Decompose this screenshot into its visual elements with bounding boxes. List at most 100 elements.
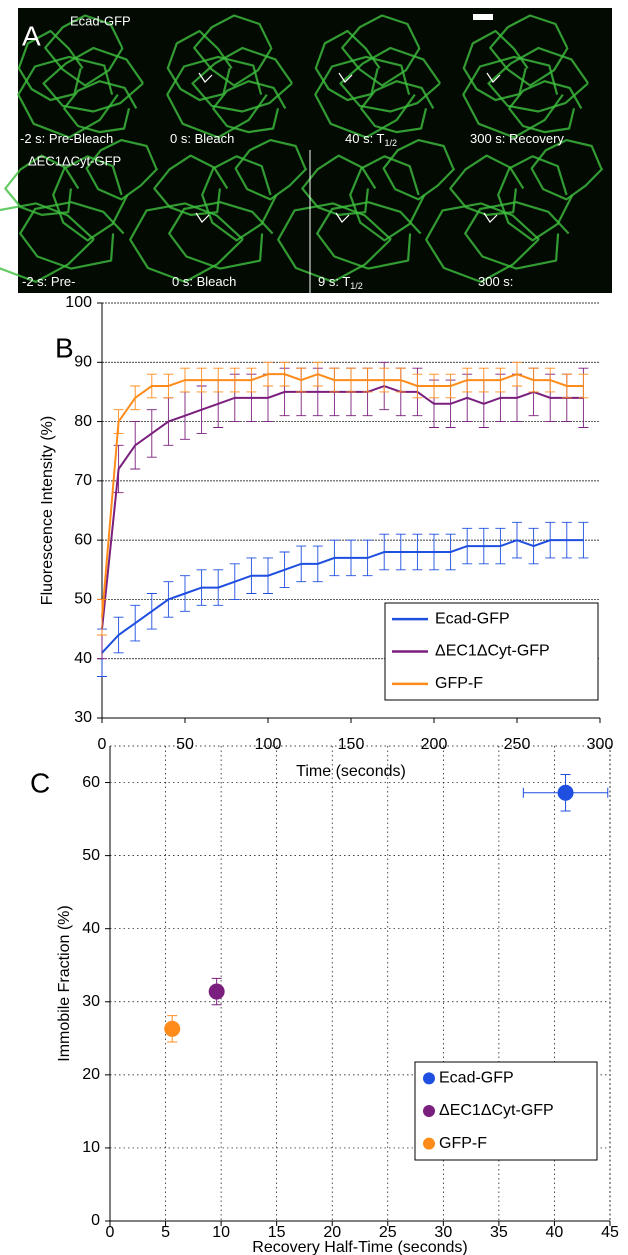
cell-membrane <box>63 80 138 134</box>
point <box>557 784 574 801</box>
series-line <box>101 539 584 654</box>
cell-membrane <box>489 14 569 87</box>
y-tick-label: 70 <box>74 472 92 489</box>
legend-swatch <box>423 1137 435 1150</box>
legend-label: Ecad-GFP <box>435 610 510 627</box>
x-tick-label: 100 <box>255 736 282 753</box>
y-tick-label: 50 <box>82 847 100 864</box>
plot-border <box>110 745 611 1221</box>
cell-membrane <box>44 14 124 87</box>
image-background <box>18 8 612 293</box>
legend-label: GFP-F <box>435 675 483 692</box>
micrograph <box>277 139 456 283</box>
cell-membrane <box>193 14 273 87</box>
legend-label: ΔEC1ΔCyt-GFP <box>435 643 550 660</box>
x-tick-label: 35 <box>490 1224 508 1241</box>
cell-membrane <box>314 55 416 139</box>
x-tick-label: 20 <box>323 1224 341 1241</box>
point <box>164 1020 181 1037</box>
x-tick-label: 10 <box>212 1224 230 1241</box>
panel-label: C <box>30 767 50 798</box>
arrowhead <box>483 212 498 223</box>
y-tick-label: 60 <box>74 531 92 548</box>
cell-membrane <box>530 139 604 201</box>
frame-time: 9 s: T <box>318 274 350 289</box>
y-tick-label: 80 <box>74 413 92 430</box>
arrowhead <box>486 72 501 83</box>
cell-membrane <box>19 201 125 270</box>
cell-membrane <box>212 80 287 134</box>
frame-label: 40 s: T1/2 <box>345 131 397 148</box>
x-tick-label: 50 <box>176 736 194 753</box>
y-tick-label: 30 <box>82 993 100 1010</box>
panel-c: 0 10 20 30 40 50 60 0 5 10 15 20 25 30 35 40 45 Recovery … <box>30 745 619 1255</box>
x-tick-label: 150 <box>338 736 365 753</box>
micrograph <box>0 139 159 283</box>
frame-time: 300 s: <box>478 274 513 289</box>
cell-membrane <box>508 80 583 134</box>
cell-membrane <box>168 201 274 270</box>
cell-membrane <box>166 55 268 139</box>
y-axis-title: Immobile Fraction (%) <box>56 905 73 1061</box>
cell-membrane <box>52 155 129 242</box>
cell-membrane <box>277 202 392 283</box>
cell-membrane <box>166 29 233 102</box>
cell-membrane <box>341 14 421 87</box>
x-axis-title: Recovery Half-Time (seconds) <box>252 1239 467 1255</box>
micrograph <box>17 14 145 139</box>
x-tick-label: 25 <box>379 1224 397 1241</box>
y-tick-label: 100 <box>65 294 92 311</box>
row-label: ΔEC1ΔCyt-GFP <box>28 153 121 168</box>
frame-time: -2 s: Pre-Bleach <box>20 131 113 146</box>
legend-box <box>414 1061 598 1161</box>
cell-membrane <box>425 202 540 283</box>
y-tick-label: 50 <box>74 591 92 608</box>
panel-label: B <box>55 332 74 363</box>
x-tick-label: 30 <box>434 1224 452 1241</box>
frame-label: 9 s: T1/2 <box>318 274 363 291</box>
cell-membrane <box>85 139 159 201</box>
micrograph <box>314 14 442 139</box>
cell-membrane <box>201 155 278 242</box>
x-tick-label: 0 <box>106 1224 115 1241</box>
x-tick-label: 45 <box>601 1224 619 1241</box>
panel-label: A <box>22 20 41 51</box>
y-tick-label: 0 <box>91 1212 100 1229</box>
legend-swatch <box>423 1072 435 1085</box>
y-tick-label: 30 <box>74 709 92 726</box>
x-tick-label: 15 <box>268 1224 286 1241</box>
x-axis-title: Time (seconds) <box>296 763 406 780</box>
arrowhead <box>195 212 210 223</box>
y-tick-label: 40 <box>74 650 92 667</box>
y-tick-label: 60 <box>82 774 100 791</box>
frame-label: 300 s: <box>478 274 513 289</box>
arrowhead <box>335 212 350 223</box>
cell-membrane <box>382 139 456 201</box>
cell-membrane <box>314 29 381 102</box>
cell-membrane <box>129 202 244 283</box>
panel-b: 30 40 50 60 70 80 90 100 0 50 100 150 200 250 300 Time … <box>39 294 613 780</box>
cell-membrane <box>42 46 145 113</box>
frame-time: -2 s: Pre- <box>22 274 75 289</box>
cell-membrane <box>191 46 294 113</box>
y-tick-label: 40 <box>82 920 100 937</box>
cell-membrane <box>462 55 564 139</box>
micrograph <box>129 139 308 283</box>
legend-label: ΔEC1ΔCyt-GFP <box>439 1102 554 1119</box>
frame-subscript: 1/2 <box>350 281 363 291</box>
panel-a: A Ecad-GFP ΔEC1ΔCyt-GFP -2 s: Pre-Bleach 0 s… <box>0 8 612 293</box>
frame-time: 300 s: Recovery <box>470 131 564 146</box>
y-tick-label: 20 <box>82 1066 100 1083</box>
x-tick-label: 300 <box>587 736 614 753</box>
x-tick-label: 200 <box>421 736 448 753</box>
micrograph <box>462 14 590 139</box>
legend-label: Ecad-GFP <box>439 1070 514 1087</box>
cell-membrane <box>17 29 84 102</box>
frame-label: 300 s: Recovery <box>470 131 564 146</box>
frame-time: 0 s: Bleach <box>172 274 236 289</box>
x-tick-label: 0 <box>98 736 107 753</box>
y-tick-label: 90 <box>74 354 92 371</box>
frame-label: -2 s: Pre-Bleach <box>20 131 113 146</box>
cell-membrane <box>339 46 442 113</box>
cell-membrane <box>464 201 570 270</box>
